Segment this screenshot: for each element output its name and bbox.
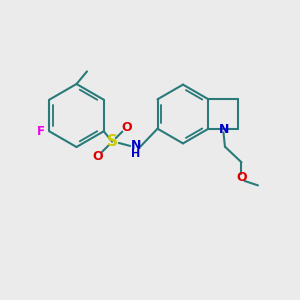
Text: O: O bbox=[121, 121, 132, 134]
Text: O: O bbox=[92, 150, 103, 163]
Text: N: N bbox=[219, 123, 229, 136]
Text: H: H bbox=[131, 149, 140, 159]
Text: F: F bbox=[37, 125, 45, 138]
Text: N: N bbox=[130, 140, 141, 152]
Text: S: S bbox=[107, 134, 118, 149]
Text: O: O bbox=[236, 171, 247, 184]
